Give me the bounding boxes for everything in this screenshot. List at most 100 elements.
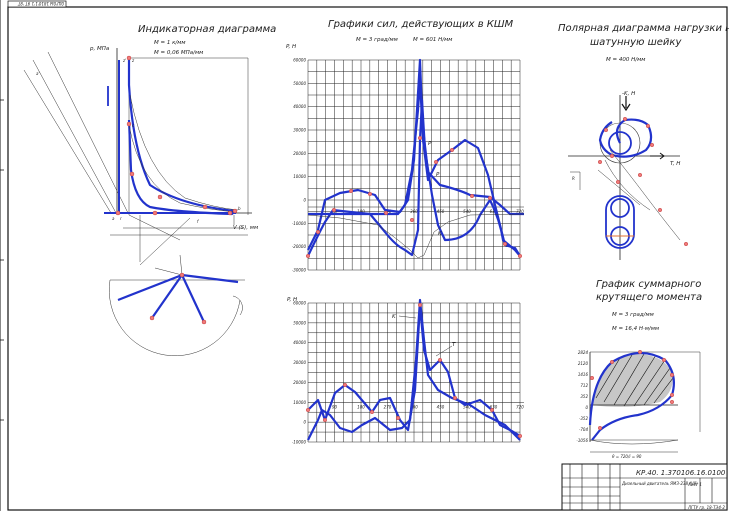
indicator-point-label-z: z	[131, 58, 135, 63]
x-tick-label: 630	[490, 209, 498, 214]
x-tick-label: 450	[437, 404, 445, 409]
indicator-curve	[127, 58, 237, 216]
forces-param-p: M = 601 H/мм	[413, 37, 452, 43]
torque-y-tick-label: -352	[579, 416, 589, 421]
polar-diagram: Полярная диаграмма нагрузки на шатунную …	[558, 23, 729, 260]
title-block-name: Дизельный двигатель ЯМЗ-238 (V8)	[621, 481, 698, 486]
indicator-param-s: M = 1 к/мм	[154, 40, 186, 46]
y-tick-label: 10000	[293, 174, 306, 179]
torque-hatching	[595, 353, 674, 407]
y-tick-label: 20000	[293, 380, 306, 385]
y-tick-label: -10000	[292, 221, 307, 226]
left-margin-ticks	[0, 99, 4, 421]
y-tick-label: 50000	[293, 81, 306, 86]
x-tick-label: 720	[516, 404, 524, 409]
x-tick-label: 180	[357, 209, 365, 214]
indicator-param-p: M = 0,06 MПа/мм	[154, 50, 203, 56]
y-tick-label: 20000	[293, 151, 306, 156]
indicator-point-label-f: f	[197, 219, 199, 224]
x-tick-label: 270	[384, 404, 392, 409]
tforce-curve-k	[307, 298, 521, 441]
indicator-small-labels: a c z' z b r f a'	[36, 58, 241, 224]
polar-pin-top	[610, 198, 630, 218]
tangential-chart: P, H 60000 50000 40000 30000 20000 10000 0 -100…	[287, 297, 524, 445]
forces-curve-psum	[307, 58, 521, 257]
tforce-tick-labels: 60000 50000 40000 30000 20000 10000 0 -10000 90 1…	[292, 301, 524, 445]
indicator-p-axis-label: p, MПа	[89, 46, 110, 52]
torque-y-tick-label: 2120	[578, 361, 589, 366]
indicator-title: Индикаторная диаграмма	[138, 24, 276, 35]
forces-tick-labels: 60000 50000 40000 30000 20000 10000 0 -10000 -20…	[292, 58, 524, 273]
polar-t-axis-label: T, H	[670, 161, 680, 167]
x-tick-label: 540	[463, 209, 471, 214]
y-tick-label: 40000	[293, 104, 306, 109]
indicator-point-label-b: b	[238, 206, 241, 211]
indicator-point-label-r: r	[120, 216, 122, 221]
x-tick-label: 180	[357, 404, 365, 409]
polar-k-axis-label: -K, H	[622, 91, 635, 97]
tforce-grid	[307, 302, 524, 443]
title-block-lines	[562, 464, 727, 510]
x-tick-label: 360	[410, 209, 418, 214]
y-tick-label: 40000	[293, 340, 306, 345]
indicator-guides	[23, 51, 249, 266]
torque-chart: График суммарного крутящего момента M = …	[576, 279, 702, 459]
torque-y-tick-label: 712	[580, 383, 588, 388]
forces-points	[305, 135, 523, 259]
polar-load-curve-2	[597, 149, 681, 241]
y-tick-label: 0	[303, 198, 306, 203]
tforce-k-leader	[398, 315, 417, 319]
y-tick-label: 10000	[293, 400, 306, 405]
y-tick-label: -10000	[292, 440, 307, 445]
y-tick-label: 30000	[293, 360, 306, 365]
forces-title: Графики сил, действующих в КШМ	[328, 19, 514, 30]
torque-points	[589, 349, 675, 431]
x-tick-label: 270	[384, 209, 392, 214]
x-tick-label: 540	[463, 404, 471, 409]
top-stamp-box	[7, 0, 67, 8]
polar-r-leader	[570, 171, 581, 190]
polar-t-arrow	[650, 152, 665, 160]
torque-y-tick-label: -704	[579, 427, 589, 432]
forces-curve-label-pj: P	[436, 172, 440, 178]
torque-tick-labels: 2824 2120 1416 712 352 0 -352 -704 -1056	[576, 350, 588, 443]
indicator-point-label-z-prime: z'	[122, 58, 126, 63]
tforce-t-leader	[435, 345, 453, 357]
indicator-expansion-line	[129, 94, 239, 211]
y-tick-label: 50000	[293, 320, 306, 325]
polar-rod	[605, 195, 635, 249]
forces-chart: Графики сил, действующих в КШМ M = 3 гра…	[286, 19, 524, 273]
indicator-compression-line	[128, 124, 237, 213]
indicator-point-label-a: a	[112, 216, 115, 221]
x-tick-label: 720	[516, 209, 524, 214]
torque-param-m: M = 16,4 H·м/мм	[612, 326, 659, 332]
top-stamp-text: 0Ш'0Ы 1810'1'1 9Т '8Т	[17, 1, 64, 6]
x-tick-label: 630	[490, 404, 498, 409]
indicator-v-axis-label: V (S), мм	[233, 225, 258, 231]
y-tick-label: 60000	[293, 301, 306, 306]
indicator-point-label-c: c	[132, 123, 135, 128]
torque-base-curve	[589, 439, 679, 445]
torque-title-line2: крутящего момента	[596, 292, 702, 303]
title-block: КР.40. 1.370106.16.0100 Дизельный двигат…	[561, 463, 728, 511]
torque-bottom-label: θ = 720/i = 90	[612, 454, 642, 459]
tforce-curve-label-k: K	[392, 314, 396, 320]
forces-param-phi: M = 3 град/мм	[356, 37, 398, 43]
title-block-org: ЛГТУ гр. 18-ТЭ4-2	[687, 505, 725, 510]
y-tick-label: -20000	[292, 244, 307, 249]
indicator-diagram: Индикаторная диаграмма M = 1 к/мм M = 0,…	[23, 24, 276, 357]
y-tick-label: -30000	[292, 268, 307, 273]
crank-circle-diagram	[109, 254, 245, 357]
indicator-point-label-a-prime: a'	[36, 71, 40, 76]
polar-title-line2: шатунную шейку	[590, 37, 682, 48]
x-tick-label: 450	[437, 209, 445, 214]
x-tick-label: 360	[410, 404, 418, 409]
tforce-y-label: P, H	[287, 297, 297, 303]
torque-y-tick-label: 1416	[578, 372, 589, 377]
torque-y-tick-label: 0	[585, 405, 588, 410]
torque-title-line1: График суммарного	[596, 279, 701, 290]
forces-curve-pj	[307, 98, 521, 257]
polar-pointer	[621, 96, 631, 112]
y-tick-label: 0	[303, 420, 306, 425]
